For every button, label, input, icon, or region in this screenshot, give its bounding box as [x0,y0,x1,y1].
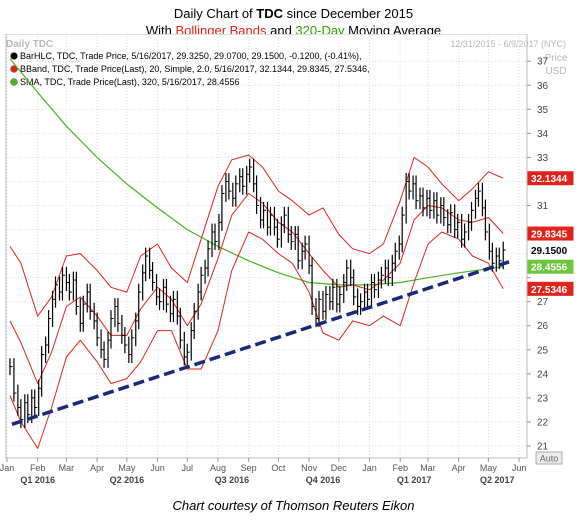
y-tick-label: 36 [537,81,549,92]
bollinger-middle-band [9,193,504,384]
x-month-label: Oct [271,463,286,473]
legend-entry: BBand, TDC, Trade Price(Last), 20, Simpl… [20,64,370,74]
x-quarter-label: Q1 2017 [397,475,432,485]
y-axis-title: Price [545,53,568,64]
y-tick-label: 21 [537,441,549,452]
legend-entry: BarHLC, TDC, Trade Price, 5/16/2017, 29.… [20,51,362,61]
value-label-text: 28.4556 [531,263,568,274]
legend-marker [10,65,18,73]
y-tick-label: 23 [537,393,549,404]
y-tick-label: 31 [537,201,549,212]
x-month-label: May [118,463,136,473]
x-month-label: Jul [182,463,194,473]
y-tick-label: 26 [537,321,549,332]
chart-title-line-1: Daily Chart of TDC since December 2015 [0,6,587,22]
legend-entry: SMA, TDC, Trade Price(Last), 320, 5/16/2… [20,77,239,87]
x-month-label: Feb [30,463,46,473]
x-month-label: Nov [301,463,318,473]
y-tick-label: 22 [537,417,549,428]
x-month-label: Dec [331,463,348,473]
y-tick-label: 33 [537,153,549,164]
bollinger-lower-band [9,231,504,449]
value-label-box [527,259,574,274]
x-quarter-label: Q3 2016 [215,475,250,485]
plot-background [6,34,527,458]
y-tick-label: 24 [537,369,549,380]
legend-marker [10,52,18,60]
y-tick-label: 25 [537,345,549,356]
x-month-label: Jan [362,463,377,473]
sma-320-line [9,58,504,286]
x-month-label: Aug [210,463,226,473]
value-label-box [527,171,574,186]
y-tick-label: 37 [537,57,549,68]
x-quarter-label: Q4 2016 [306,475,341,485]
chart-caption: Chart courtesy of Thomson Reuters Eikon [172,498,415,513]
x-month-label: Mar [59,463,75,473]
x-month-label: Feb [392,463,408,473]
y-tick-label: 34 [537,129,549,140]
x-quarter-label: Q2 2016 [110,475,145,485]
y-axis-unit: USD [545,66,566,77]
auto-button-frame [535,451,563,465]
x-month-label: Jun [150,463,165,473]
support-trendline [11,259,513,426]
x-quarter-label: Q2 2017 [480,475,515,485]
y-tick-label: 35 [537,105,549,116]
value-label-text: 29.1500 [531,246,568,257]
date-range-label: 12/31/2015 - 6/9/2017 (NYC) [450,39,566,49]
y-tick-label: 27 [537,297,549,308]
title-suffix: since December 2015 [283,6,414,21]
price-chart[interactable]: Daily TDC 12/31/2015 - 6/9/2017 (NYC) BarH… [0,34,587,496]
auto-scale-button[interactable]: Auto [535,451,563,465]
title-prefix: Daily Chart of [173,6,257,21]
plot-frame [5,34,528,459]
value-label-box [527,281,574,296]
bollinger-upper-band [9,154,504,317]
value-label-box [527,226,574,241]
x-month-label: Apr [452,463,466,473]
value-label-text: 27.5346 [531,285,568,296]
x-month-label: Sep [241,463,257,473]
x-month-label: May [480,463,498,473]
x-month-label: Mar [420,463,436,473]
x-month-label: Jan [0,463,14,473]
value-label-text: 32.1344 [531,174,568,185]
x-quarter-label: Q1 2016 [20,475,55,485]
x-month-label: Jun [512,463,527,473]
value-label-text: 29.8345 [531,230,568,241]
x-month-label: Apr [90,463,104,473]
title-ticker: TDC [256,6,283,21]
auto-button-label: Auto [540,454,559,464]
legend-marker [10,78,18,86]
panel-title: Daily TDC [6,39,53,50]
value-label-box [527,243,574,257]
